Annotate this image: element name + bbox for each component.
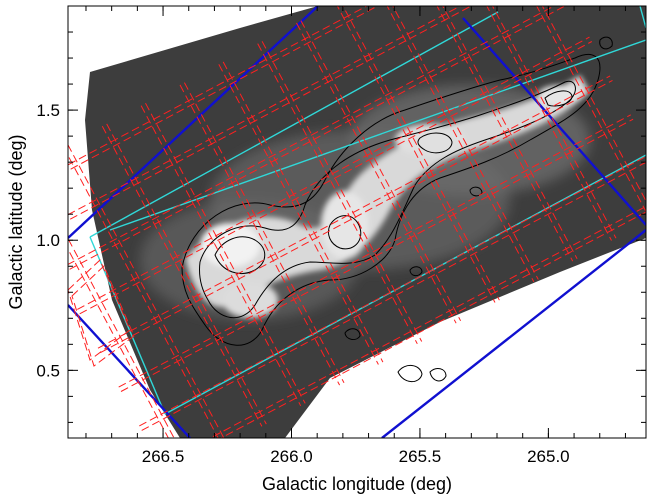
y-tick-label: 0.5 [36,361,60,380]
x-tick-label: 266.5 [142,447,185,466]
y-axis-title: Galactic latitude (deg) [6,134,26,309]
x-tick-label: 266.0 [270,447,313,466]
x-tick-label: 265.5 [399,447,442,466]
red-footprint-tiles [68,6,646,438]
x-tick-label: 265.0 [527,447,570,466]
plot-frame [67,5,647,439]
emission-ridge [185,75,590,318]
y-axis-ticks: 0.5 1.0 1.5 [36,31,646,423]
y-tick-label: 1.5 [36,101,60,120]
x-axis-title: Galactic longitude (deg) [262,474,452,494]
x-axis-ticks: 266.5 266.0 265.5 265.0 [85,6,626,466]
y-tick-label: 1.0 [36,231,60,250]
